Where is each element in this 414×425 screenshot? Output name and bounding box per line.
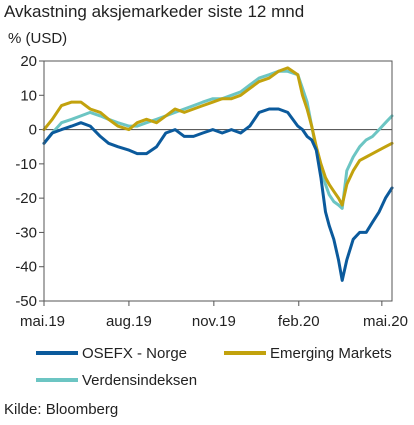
y-tick-label: -50 xyxy=(15,293,37,310)
series-line-osefx-norge xyxy=(42,107,394,282)
plot-frame xyxy=(43,60,393,302)
y-tick-label: -30 xyxy=(15,224,37,241)
legend-label-osefx: OSEFX - Norge xyxy=(82,345,187,362)
x-tick-label: feb.20 xyxy=(278,313,320,330)
series-lines xyxy=(42,66,394,282)
y-tick-label: -10 xyxy=(15,156,37,173)
y-tick-labels: 20 10 0 -10 -20 -30 -40 -50 xyxy=(15,53,392,310)
x-tick-label: aug.19 xyxy=(106,313,152,330)
legend-item-verdensindeksen: Verdensindeksen xyxy=(36,372,197,389)
series-line-emerging-markets xyxy=(42,66,394,207)
chart-title: Avkastning aksjemarkeder siste 12 mnd xyxy=(4,2,305,21)
x-tick-labels: mai.19 aug.19 nov.19 feb.20 mai.20 xyxy=(20,301,408,330)
line-chart: 20 10 0 -10 -20 -30 -40 -50 mai.19 aug.19 nov.19 f… xyxy=(15,53,408,389)
y-tick-label: 20 xyxy=(20,53,37,70)
legend-label-verdensindeksen: Verdensindeksen xyxy=(82,372,197,389)
y-tick-label: -20 xyxy=(15,190,37,207)
y-tick-label: 0 xyxy=(29,122,37,139)
legend-item-emerging-markets: Emerging Markets xyxy=(224,345,392,362)
legend-label-emerging-markets: Emerging Markets xyxy=(270,345,392,362)
y-axis-unit-label: % (USD) xyxy=(8,30,68,47)
series-line-verdensindeksen xyxy=(42,69,394,210)
legend: OSEFX - Norge Emerging Markets Verdensin… xyxy=(36,345,392,389)
legend-item-osefx: OSEFX - Norge xyxy=(36,345,187,362)
source-note: Kilde: Bloomberg xyxy=(4,401,119,418)
x-tick-label: mai.20 xyxy=(363,313,408,330)
x-tick-label: nov.19 xyxy=(192,313,236,330)
y-tick-label: 10 xyxy=(20,87,37,104)
y-tick-label: -40 xyxy=(15,259,37,276)
x-tick-label: mai.19 xyxy=(20,313,65,330)
